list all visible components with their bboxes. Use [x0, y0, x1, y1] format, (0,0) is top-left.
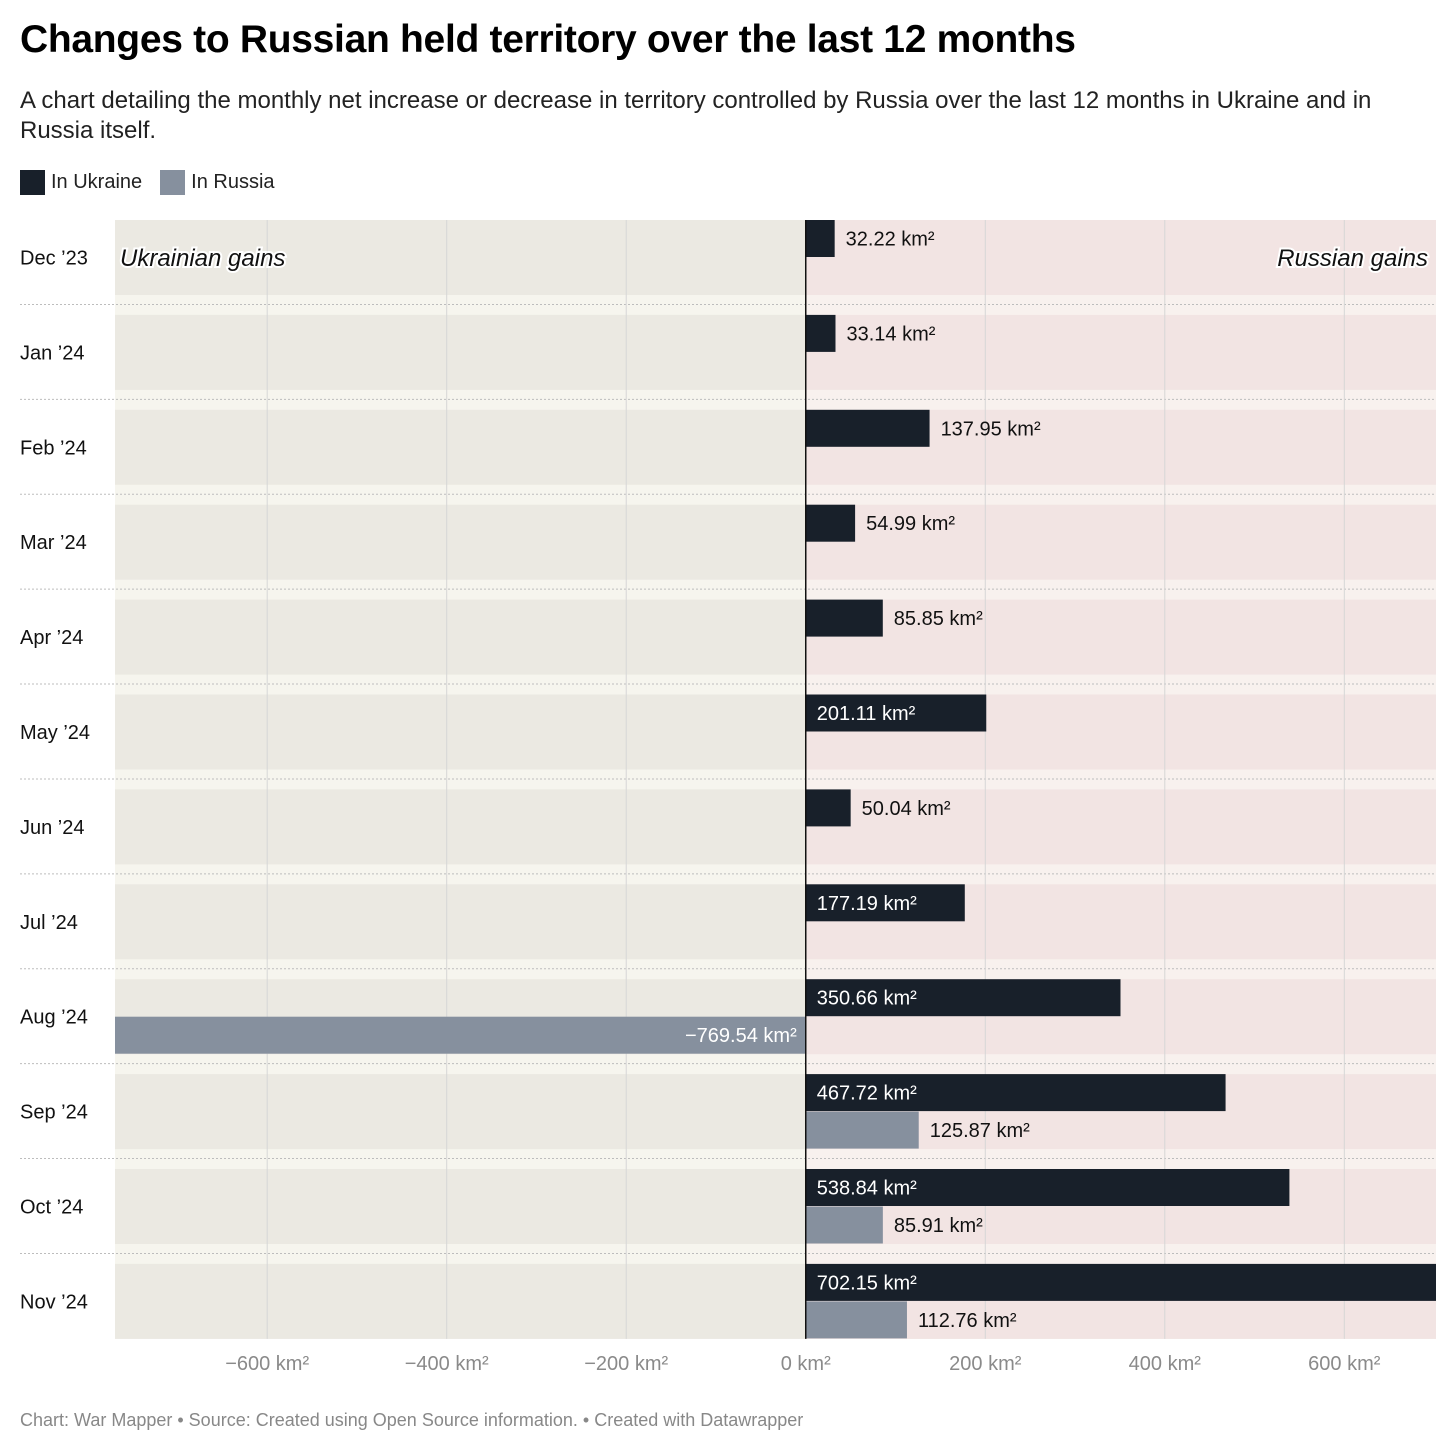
bar-ukraine — [805, 1074, 1226, 1112]
legend-swatch-ukraine — [20, 169, 45, 195]
x-tick-label: 400 km² — [1129, 1353, 1202, 1375]
data-label: 32.22 km² — [846, 229, 935, 251]
chart-title: Changes to Russian held territory over t… — [20, 18, 1076, 61]
bar-ukraine — [805, 504, 856, 542]
bar-ukraine — [805, 409, 930, 447]
category-label: Nov ’24 — [20, 1291, 88, 1313]
row-band-negative — [115, 884, 806, 960]
row-band-negative — [115, 1263, 806, 1339]
row-band-negative — [115, 409, 806, 485]
data-label: 85.85 km² — [894, 608, 983, 630]
row-band-positive — [805, 599, 1436, 675]
bar-ukraine — [805, 789, 851, 827]
bar-ukraine — [805, 220, 835, 257]
x-tick-label: −400 km² — [405, 1353, 489, 1375]
category-label: Feb ’24 — [20, 437, 87, 459]
legend-label-russia: In Russia — [191, 170, 275, 193]
data-label: 54.99 km² — [866, 513, 955, 535]
bar-ukraine — [805, 1169, 1290, 1206]
category-label: Sep ’24 — [20, 1102, 88, 1124]
annotation-russian-gains: Russian gains — [1277, 245, 1428, 272]
data-label: 350.66 km² — [817, 988, 917, 1010]
category-label: Apr ’24 — [20, 627, 83, 649]
bar-russia — [805, 1111, 919, 1149]
row-band-negative — [115, 314, 806, 390]
data-label: 50.04 km² — [862, 798, 951, 820]
legend-label-ukraine: In Ukraine — [51, 170, 143, 193]
bar-ukraine — [805, 314, 836, 352]
row-band-negative — [115, 789, 806, 865]
category-label: Jul ’24 — [20, 912, 78, 934]
data-label: 201.11 km² — [817, 703, 916, 725]
x-tick-label: 200 km² — [949, 1353, 1022, 1375]
bar-chart: Ukrainian gains Russian gains Dec ’23 32.22… — [20, 220, 1436, 1375]
legend-swatch-russia — [160, 169, 186, 195]
row-band-negative — [115, 694, 806, 770]
data-label: 112.76 km² — [918, 1310, 1017, 1332]
category-label: Aug ’24 — [20, 1007, 88, 1029]
row-band-positive — [805, 314, 1436, 390]
row-band-negative — [115, 504, 806, 580]
category-label: Dec ’23 — [20, 248, 88, 270]
row-band-negative — [115, 1169, 806, 1244]
data-label: 85.91 km² — [894, 1215, 983, 1237]
data-label: −769.54 km² — [685, 1025, 797, 1047]
bar-russia — [805, 1206, 883, 1244]
data-label: 467.72 km² — [817, 1083, 917, 1105]
row-band-positive — [805, 789, 1436, 865]
bar-ukraine — [805, 1263, 1436, 1301]
legend-item-ukraine: In Ukraine — [20, 169, 143, 195]
data-label: 702.15 km² — [817, 1272, 917, 1294]
bar-ukraine — [805, 599, 883, 637]
bar-russia — [805, 1301, 907, 1339]
x-tick-label: 0 km² — [781, 1353, 831, 1375]
row-band-negative — [115, 220, 806, 295]
row-band-negative — [115, 599, 806, 675]
bar-ukraine — [805, 694, 987, 732]
annotation-ukrainian-gains: Ukrainian gains — [120, 245, 285, 272]
x-tick-label: −200 km² — [584, 1353, 668, 1375]
x-tick-label: 600 km² — [1308, 1353, 1381, 1375]
data-label: 33.14 km² — [846, 323, 935, 345]
row-band-positive — [805, 220, 1436, 295]
data-label: 538.84 km² — [817, 1178, 917, 1200]
data-label: 125.87 km² — [930, 1120, 1030, 1142]
category-label: Jan ’24 — [20, 342, 85, 364]
category-label: Jun ’24 — [20, 817, 85, 839]
bar-russia — [115, 1016, 806, 1054]
data-label: 177.19 km² — [817, 893, 917, 915]
row-band-positive — [805, 504, 1436, 580]
chart-footer: Chart: War Mapper • Source: Created usin… — [20, 1410, 804, 1430]
bar-ukraine — [805, 979, 1121, 1017]
row-band-negative — [115, 1074, 806, 1150]
chart-subtitle: A chart detailing the monthly net increa… — [20, 87, 1372, 144]
x-tick-label: −600 km² — [225, 1353, 309, 1375]
bar-ukraine — [805, 884, 965, 922]
category-label: Oct ’24 — [20, 1197, 83, 1219]
category-label: May ’24 — [20, 722, 90, 744]
category-label: Mar ’24 — [20, 532, 87, 554]
data-label: 137.95 km² — [941, 418, 1041, 440]
legend: In Ukraine In Russia — [20, 168, 293, 196]
legend-item-russia: In Russia — [160, 169, 275, 195]
